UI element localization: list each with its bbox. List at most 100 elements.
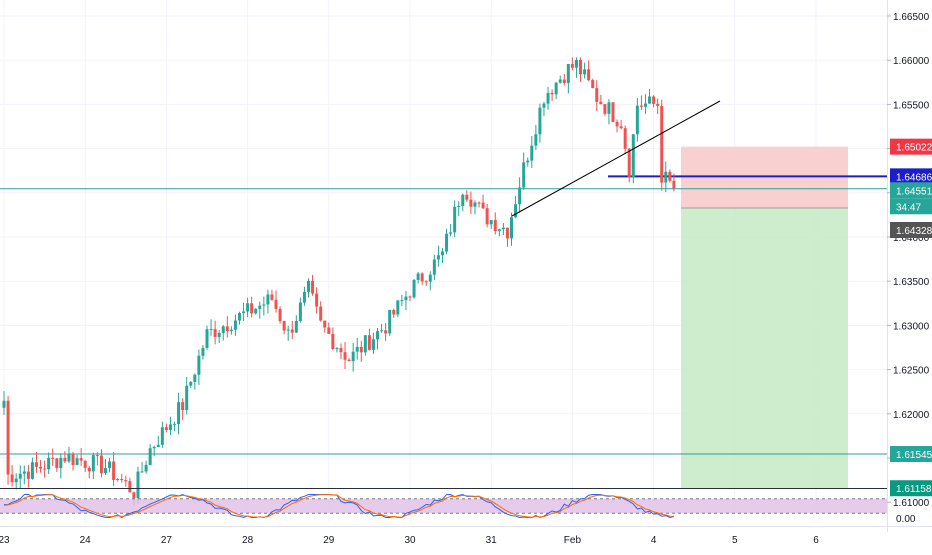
candle-body xyxy=(558,79,562,83)
candle-body xyxy=(355,346,359,352)
candle-body xyxy=(526,160,530,163)
horizontal-lines[interactable] xyxy=(0,175,887,455)
candle xyxy=(546,86,550,110)
candle xyxy=(282,320,286,335)
candle-body xyxy=(189,381,193,386)
time-tick-label: 31 xyxy=(486,535,498,546)
candle xyxy=(217,330,221,344)
candle xyxy=(453,200,457,237)
candle-body xyxy=(481,202,485,209)
candle xyxy=(327,322,331,334)
trend-line[interactable] xyxy=(511,100,721,217)
candle xyxy=(323,320,327,333)
candle xyxy=(242,302,246,321)
candle-body xyxy=(55,458,59,469)
entry-price-label: 1.64686 xyxy=(890,168,932,185)
candle-body xyxy=(26,471,30,479)
candle xyxy=(367,328,371,351)
candle xyxy=(550,89,554,102)
candle-body xyxy=(469,199,473,207)
candle xyxy=(278,306,282,324)
candle-body xyxy=(635,105,639,135)
candle xyxy=(465,190,469,203)
candle-body xyxy=(668,171,672,181)
candle xyxy=(574,57,578,78)
candle xyxy=(660,99,664,191)
candle-body xyxy=(404,296,408,301)
candle xyxy=(562,74,566,86)
candle-body xyxy=(120,479,124,481)
candle xyxy=(116,478,120,482)
candle xyxy=(449,224,453,237)
candle xyxy=(343,341,347,370)
candle-body xyxy=(574,59,578,68)
candle xyxy=(469,191,473,215)
candle xyxy=(34,451,38,473)
candle xyxy=(510,212,513,246)
candle-body xyxy=(71,453,75,466)
candle xyxy=(47,452,51,474)
candle xyxy=(30,457,34,480)
candle-body xyxy=(217,332,221,337)
time-tick-label: 29 xyxy=(323,535,335,546)
candle-body xyxy=(298,302,302,322)
candle xyxy=(583,62,587,79)
candle xyxy=(286,325,290,341)
candle xyxy=(522,152,526,190)
candle-body xyxy=(262,304,266,306)
candle xyxy=(51,448,55,467)
candle-body xyxy=(643,103,647,107)
candle-body xyxy=(550,93,554,95)
candle xyxy=(63,451,67,464)
candle xyxy=(672,173,676,192)
candle xyxy=(67,446,71,464)
candle-body xyxy=(209,329,213,331)
time-axis[interactable]: 23 24 27 28 29 30 31 Feb 4 5 6 xyxy=(0,526,932,547)
candle-body xyxy=(124,480,128,482)
current-price-label: 1.64551 xyxy=(890,182,932,199)
candle-body xyxy=(83,460,87,468)
candle-body xyxy=(315,293,319,307)
stochastic-rsi-pane xyxy=(0,493,887,519)
candle xyxy=(538,103,542,143)
candle xyxy=(246,297,250,318)
candle xyxy=(396,299,400,318)
candle xyxy=(112,452,116,486)
candle-body xyxy=(660,105,664,183)
candle xyxy=(493,212,497,235)
candle xyxy=(428,271,432,291)
candle-body xyxy=(43,468,47,470)
candle xyxy=(148,444,152,466)
take-profit-price-label-bg xyxy=(890,480,932,497)
candle-body xyxy=(160,427,164,445)
candle-body xyxy=(79,458,83,461)
candle-body xyxy=(445,233,449,252)
candle-body xyxy=(595,88,599,102)
candle xyxy=(298,297,302,323)
candle-body xyxy=(22,471,26,474)
candle-body xyxy=(327,327,331,334)
time-tick-label: 24 xyxy=(80,535,92,546)
candle-body xyxy=(307,280,310,292)
candle-body xyxy=(465,194,469,200)
candle xyxy=(619,119,623,130)
candle xyxy=(587,60,591,82)
candle-body xyxy=(323,320,327,328)
take-profit-zone[interactable] xyxy=(681,208,848,489)
candle-body xyxy=(501,227,505,230)
candle-body xyxy=(400,300,404,302)
time-tick-label: 6 xyxy=(813,535,819,546)
drawings[interactable] xyxy=(511,100,721,217)
candle xyxy=(229,326,233,335)
candle-body xyxy=(116,479,120,481)
risk-reward-zones[interactable] xyxy=(681,146,848,489)
candle xyxy=(351,342,355,372)
target-price-label: 1.64328 xyxy=(890,222,932,239)
candle xyxy=(505,227,509,247)
stoch-d-line xyxy=(3,494,674,518)
candle-body xyxy=(152,446,156,449)
candle-body xyxy=(538,107,542,135)
candle xyxy=(95,451,99,466)
candle xyxy=(424,280,428,286)
